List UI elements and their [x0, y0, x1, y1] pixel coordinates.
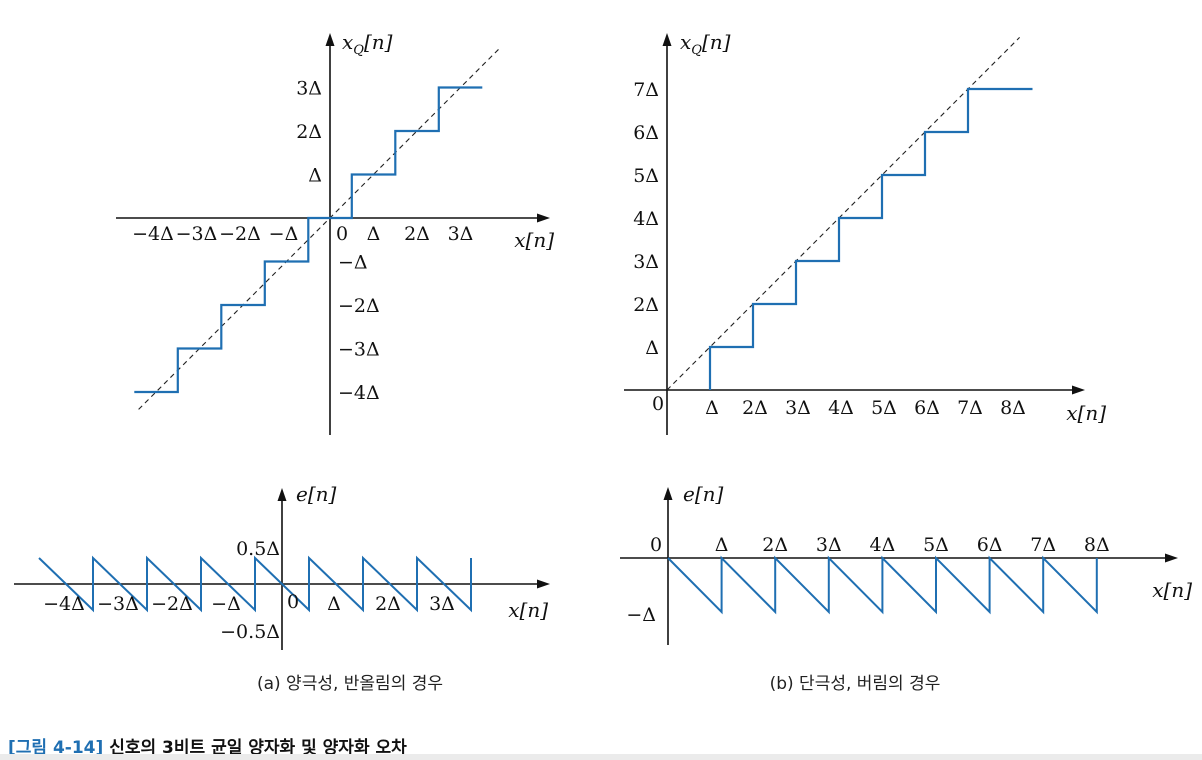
y-tick-label: 4Δ — [633, 208, 659, 230]
y-tick-label: −3Δ — [338, 339, 380, 361]
y-axis-label: xQ[n] — [680, 30, 731, 58]
x-axis-label: x[n] — [514, 228, 554, 252]
y-tick-label: Δ — [645, 337, 659, 359]
quantized-staircase — [134, 86, 483, 394]
caption-unipolar-truncation: (b) 단극성, 버림의 경우 — [769, 674, 941, 694]
x-tick-label: −Δ — [269, 223, 299, 245]
x-tick-label: 5Δ — [923, 534, 949, 556]
figure-number: [그림 4-14] — [8, 738, 104, 758]
x-tick-label: Δ — [327, 593, 341, 615]
y-tick-label: −Δ — [626, 604, 656, 626]
quantized-staircase — [708, 87, 1033, 390]
x-tick-label: 4Δ — [828, 397, 854, 419]
x-tick-label: 2Δ — [404, 223, 430, 245]
x-tick-label: Δ — [705, 397, 719, 419]
y-tick-label: 5Δ — [633, 165, 659, 187]
y-tick-label: 3Δ — [633, 251, 659, 273]
y-tick-label: −2Δ — [338, 295, 380, 317]
x-tick-label: 8Δ — [1084, 534, 1110, 556]
x-tick-label: −2Δ — [219, 223, 261, 245]
bipolar-rounding-error-plot: −4Δ −3Δ −2Δ −Δ Δ 2Δ 3Δ 0 0.5Δ −0.5Δ x[n] e[n] — [14, 482, 550, 650]
y-axis-label: e[n] — [296, 482, 337, 506]
y-axis-label: e[n] — [683, 482, 724, 506]
unipolar-truncation-staircase-plot: Δ 2Δ 3Δ 4Δ 5Δ 6Δ 7Δ 8Δ 0 Δ 2Δ 3Δ 4Δ 5Δ 6Δ 7Δ x[n] xQ[n] — [624, 30, 1106, 435]
x-tick-label: 6Δ — [977, 534, 1003, 556]
origin-label: 0 — [336, 223, 348, 245]
y-tick-label: −4Δ — [338, 382, 380, 404]
x-tick-label: 2Δ — [762, 534, 788, 556]
x-tick-label: 5Δ — [871, 397, 897, 419]
y-axis-label: xQ[n] — [342, 30, 393, 58]
x-tick-label: −3Δ — [176, 223, 218, 245]
x-tick-label: 6Δ — [914, 397, 940, 419]
y-tick-label: 2Δ — [633, 294, 659, 316]
x-tick-label: 2Δ — [742, 397, 768, 419]
origin-label: 0 — [652, 393, 664, 415]
unipolar-truncation-error-plot: Δ 2Δ 3Δ 4Δ 5Δ 6Δ 7Δ 8Δ 0 −Δ x[n] e[n] — [620, 482, 1192, 645]
origin-label: 0 — [287, 591, 299, 613]
x-axis-label: x[n] — [1066, 401, 1106, 425]
y-tick-label: 2Δ — [296, 121, 322, 143]
x-tick-label: −4Δ — [43, 593, 85, 615]
x-tick-label: 8Δ — [1000, 397, 1026, 419]
y-axis-arrowhead — [663, 487, 673, 500]
bottom-band — [0, 754, 1202, 760]
origin-label: 0 — [650, 534, 662, 556]
x-axis-arrowhead — [1165, 553, 1178, 563]
y-tick-label: −0.5Δ — [220, 621, 280, 643]
y-tick-label: 0.5Δ — [236, 538, 280, 560]
ideal-line — [666, 37, 1020, 391]
x-tick-label: 3Δ — [785, 397, 811, 419]
x-tick-label: 4Δ — [869, 534, 895, 556]
figure-title-text: 신호의 3비트 균일 양자화 및 양자화 오차 — [109, 738, 407, 758]
error-sawtooth — [38, 555, 472, 613]
y-axis-arrowhead — [325, 33, 335, 46]
x-tick-label: −4Δ — [132, 223, 174, 245]
x-tick-label: Δ — [715, 534, 729, 556]
y-axis-arrowhead — [662, 33, 672, 46]
y-tick-label: 6Δ — [633, 122, 659, 144]
x-tick-label: 7Δ — [1030, 534, 1056, 556]
x-tick-label: 2Δ — [375, 593, 401, 615]
bipolar-rounding-staircase-plot: −4Δ −3Δ −2Δ −Δ Δ 2Δ 3Δ0Δ2Δ3Δ−Δ−2Δ−3Δ−4Δx[n]xQ[… — [116, 30, 554, 435]
figure-title: [그림 4-14] 신호의 3비트 균일 양자화 및 양자화 오차 — [8, 733, 407, 758]
y-axis-arrowhead — [277, 488, 287, 501]
y-tick-label: 7Δ — [633, 79, 659, 101]
x-tick-label: 3Δ — [448, 223, 474, 245]
x-axis-arrowhead — [1072, 385, 1085, 395]
x-tick-label: −Δ — [211, 593, 241, 615]
x-tick-label: 7Δ — [957, 397, 983, 419]
caption-bipolar-rounding: (a) 양극성, 반올림의 경우 — [256, 674, 444, 694]
x-tick-label: −3Δ — [97, 593, 139, 615]
y-tick-label: Δ — [308, 165, 322, 187]
x-axis-arrowhead — [537, 579, 550, 589]
error-sawtooth — [667, 555, 1098, 615]
y-tick-label: 3Δ — [296, 78, 322, 100]
x-axis-label: x[n] — [1152, 578, 1192, 602]
x-tick-label: Δ — [367, 223, 381, 245]
x-tick-label: 3Δ — [816, 534, 842, 556]
y-tick-label: −Δ — [338, 252, 368, 274]
x-tick-label: 3Δ — [429, 593, 455, 615]
x-tick-label: −2Δ — [151, 593, 193, 615]
x-axis-arrowhead — [537, 213, 550, 223]
x-axis-label: x[n] — [508, 598, 548, 622]
